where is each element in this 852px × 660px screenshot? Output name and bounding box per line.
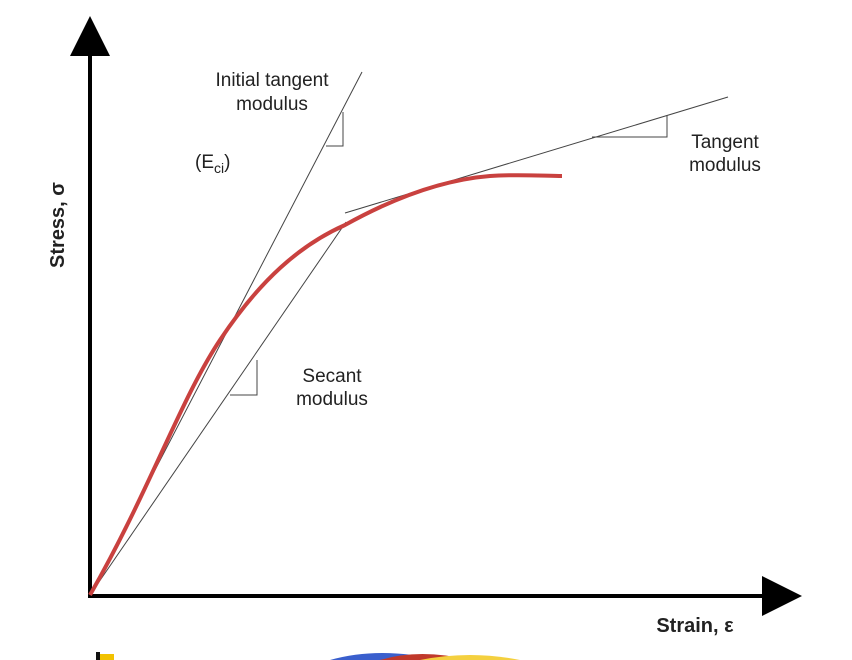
slope-marker	[230, 360, 258, 396]
decoration	[100, 654, 114, 660]
annotation: Tangent	[691, 132, 759, 153]
slope-marker	[592, 115, 668, 138]
annotation: modulus	[296, 389, 368, 410]
symbol-close: )	[224, 152, 230, 173]
annotation: modulus	[236, 94, 308, 115]
decoration	[420, 655, 520, 660]
annotation: Initial tangent	[215, 70, 329, 91]
x-axis-label: Strain, ε	[656, 615, 734, 637]
secant-line	[89, 221, 347, 596]
symbol: (Eci)	[195, 152, 230, 176]
y-axis-label: Stress, σ	[47, 182, 69, 268]
annotation: modulus	[689, 155, 761, 176]
annotation: Secant	[302, 366, 362, 387]
symbol-sub: ci	[214, 160, 224, 176]
symbol-main: (E	[195, 152, 214, 173]
slope-marker	[326, 112, 344, 147]
decoration	[96, 652, 100, 660]
stress-strain-curve	[88, 173, 563, 596]
